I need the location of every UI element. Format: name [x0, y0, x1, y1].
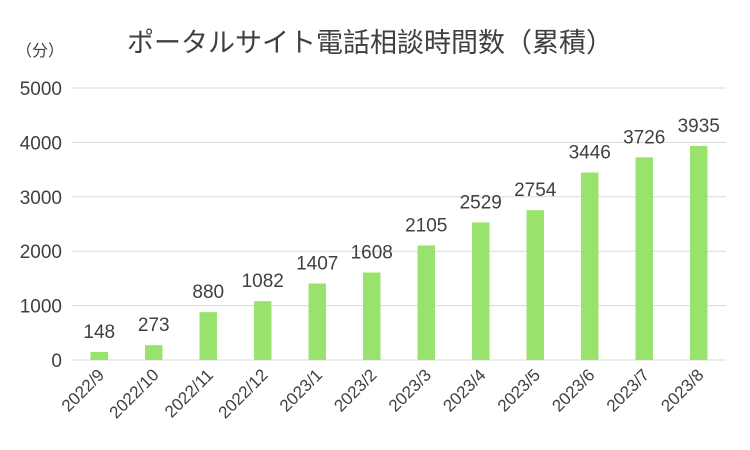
bar [199, 312, 217, 360]
y-tick-label: 5000 [20, 79, 62, 100]
data-label: 3726 [623, 127, 665, 148]
data-label: 273 [138, 315, 170, 336]
bar [690, 145, 708, 360]
y-axis-unit-label: （分） [16, 41, 64, 60]
x-tick-label: 2023/8 [657, 365, 707, 415]
data-label: 3446 [569, 143, 611, 164]
x-tick-label: 2023/4 [439, 365, 489, 415]
data-label: 2105 [405, 215, 447, 236]
bar [472, 222, 490, 360]
data-label: 1407 [296, 253, 338, 274]
x-tick-label: 2023/3 [385, 365, 435, 415]
data-label: 3935 [678, 116, 720, 137]
data-label: 880 [192, 282, 224, 303]
gridlines [72, 87, 726, 361]
x-tick-label: 2023/1 [276, 365, 326, 415]
y-tick-label: 0 [51, 351, 62, 372]
x-tick-label: 2022/12 [215, 365, 272, 422]
bar [308, 283, 326, 360]
data-label: 2754 [514, 180, 557, 201]
bar [417, 245, 435, 360]
y-axis: 0 1000 2000 3000 4000 5000 [20, 79, 62, 372]
data-label: 2529 [460, 192, 502, 213]
y-tick-label: 3000 [20, 188, 62, 209]
bar [581, 172, 599, 360]
bar [254, 301, 272, 360]
bar [90, 351, 108, 360]
x-tick-label: 2022/10 [106, 365, 163, 422]
y-tick-label: 4000 [20, 133, 62, 154]
y-tick-label: 2000 [20, 242, 62, 263]
data-label: 1608 [351, 243, 393, 264]
data-labels: 148 273 880 1082 1407 1608 2105 2529 2754 3446 372… [83, 116, 719, 343]
bar [635, 157, 653, 360]
bar [363, 272, 381, 360]
bars [90, 145, 708, 360]
data-label: 148 [83, 322, 115, 343]
data-label: 1082 [242, 271, 284, 292]
x-tick-label: 2023/7 [603, 365, 653, 415]
x-tick-label: 2023/2 [330, 365, 380, 415]
y-tick-label: 1000 [20, 297, 62, 318]
x-tick-label: 2023/6 [548, 365, 598, 415]
x-tick-label: 2022/9 [58, 365, 108, 415]
chart-title: ポータルサイト電話相談時間数（累積） [127, 28, 613, 59]
x-tick-label: 2022/11 [161, 365, 217, 421]
x-tick-label: 2023/5 [494, 365, 544, 415]
bar [526, 210, 544, 360]
bar [145, 345, 163, 360]
